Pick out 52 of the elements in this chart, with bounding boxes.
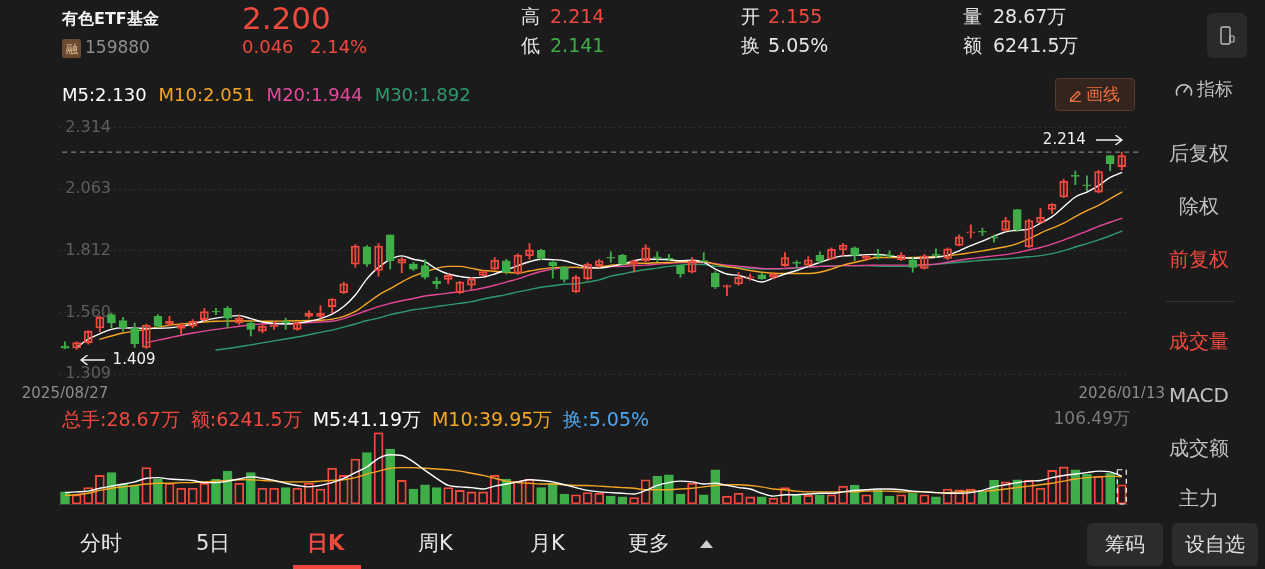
text: 后复权	[1169, 141, 1229, 165]
chart-subtitle: 159880	[85, 37, 150, 58]
text: 2.141	[550, 34, 605, 57]
y-tick-label: 2.063	[65, 178, 112, 198]
text: 0.046	[242, 36, 294, 58]
text: 除权	[1179, 194, 1219, 218]
text: 周K	[418, 531, 453, 556]
text: 2.155	[768, 5, 823, 28]
text: 日K	[307, 531, 345, 556]
text: 106.49万	[1053, 408, 1130, 429]
text: 28.67万	[993, 5, 1067, 28]
text: 换:5.05%	[563, 408, 650, 431]
text: M10:2.051	[158, 84, 255, 106]
series-label: M5:41.19万	[312, 408, 421, 431]
y-tick-label: 1.812	[65, 239, 112, 259]
text: 2.200	[242, 0, 331, 37]
text: 换	[741, 34, 760, 57]
button: 设自选	[1172, 523, 1258, 566]
text: 前复权	[1169, 247, 1229, 271]
text: 高	[521, 5, 540, 28]
text: 开	[741, 5, 760, 28]
text: 额	[963, 34, 982, 57]
badge: 融	[62, 39, 81, 58]
text: 成交量	[1169, 329, 1229, 353]
text: 指标	[1197, 78, 1233, 100]
text: MACD	[1169, 383, 1229, 407]
text: 6241.5万	[993, 34, 1079, 57]
button: 筹码	[1087, 523, 1163, 566]
text: 低	[521, 34, 540, 57]
text: 量	[963, 5, 982, 28]
text: 额:6241.5万	[190, 408, 302, 431]
text: 总手:28.67万	[62, 408, 180, 431]
y-tick-label: 2.314	[65, 116, 112, 136]
y-tick-label: 1.309	[65, 363, 112, 383]
text: 2.214	[550, 5, 605, 28]
text: 主力	[1179, 486, 1219, 510]
text: M10:39.95万	[431, 408, 553, 431]
text: 成交额	[1169, 436, 1229, 460]
annotation: 1.409	[112, 350, 156, 369]
annotation: 2.214	[1042, 130, 1086, 149]
text: 分时	[80, 531, 122, 556]
text: 5.05%	[768, 34, 829, 57]
text: 5日	[196, 531, 231, 556]
text: M20:1.944	[266, 84, 363, 106]
pencil-button: 画线	[1055, 78, 1135, 111]
text: 2.14%	[310, 36, 368, 58]
text: M30:1.892	[374, 84, 471, 106]
text: 更多	[628, 531, 670, 556]
chart-title: 有色ETF基金	[62, 9, 159, 29]
y-tick-label: 1.560	[65, 301, 112, 321]
text: M5:2.130	[62, 84, 147, 106]
text: 月K	[530, 531, 565, 556]
